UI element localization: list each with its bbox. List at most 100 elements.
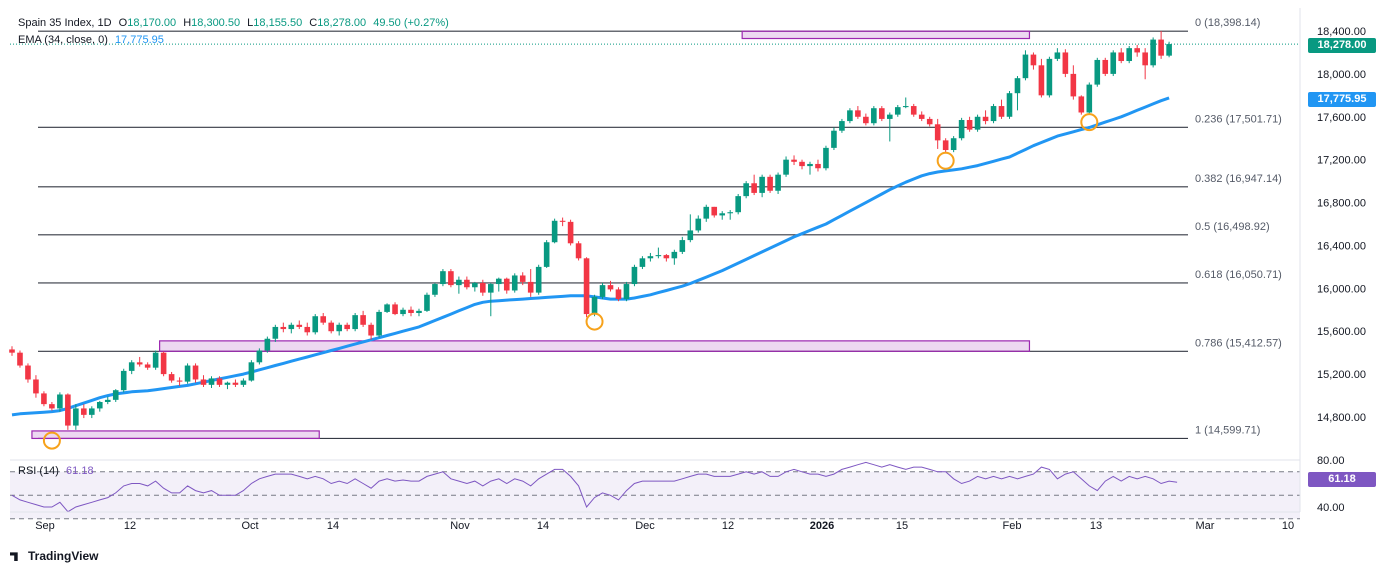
candle-body (344, 324, 350, 330)
time-axis[interactable]: Sep 12 Oct 14 Nov 14 Dec 12 2026 15 Feb 13 Mar 10 (35, 520, 1294, 532)
candle-body (647, 256, 654, 259)
candle-body (503, 278, 510, 291)
candle-body (112, 390, 119, 400)
tradingview-logo[interactable]: TradingView (10, 549, 98, 563)
candle-body (224, 382, 231, 385)
candle-body (775, 174, 781, 191)
candle-body (384, 304, 390, 312)
ema-legend[interactable]: EMA (34, close, 0) 17,775.95 (18, 34, 168, 46)
last-price-badge: 18,278.00 (1308, 38, 1376, 53)
time-tick-label: 13 (1090, 520, 1102, 532)
zone-box (31, 430, 320, 440)
ema-line-layer (10, 43, 1300, 417)
ema-value: 17,775.95 (114, 34, 164, 46)
candle-body (392, 304, 398, 315)
pullback-marker (42, 431, 61, 450)
candle-body (1022, 54, 1029, 79)
time-tick-label: 12 (722, 520, 734, 532)
candle-body (89, 408, 95, 415)
fib-label: 0.5 (16,498.92) (1195, 221, 1270, 233)
candle-body (256, 350, 263, 363)
candle-body (551, 220, 558, 243)
candle-body (1150, 39, 1156, 66)
candle-body (823, 147, 829, 169)
candle-body (615, 289, 622, 300)
candle-body (448, 271, 454, 286)
candle-body (735, 196, 741, 213)
candle-body (184, 365, 191, 382)
candle-body (591, 296, 598, 315)
candle-body (575, 243, 582, 259)
candle-body (703, 206, 710, 219)
candle-body (871, 108, 877, 124)
candle-body (288, 324, 295, 330)
candle-body (950, 138, 957, 151)
time-tick-label: Mar (1196, 520, 1215, 532)
candle-body (982, 116, 989, 122)
time-tick-label: 12 (124, 520, 136, 532)
candle-body (887, 114, 893, 119)
candle-body (910, 106, 917, 115)
ema-label: EMA (34, close, 0) (18, 34, 108, 46)
rsi-tick-label: 40.00 (1317, 502, 1345, 514)
candle-body (535, 266, 542, 293)
price-axis[interactable]: 18,400.00 18,000.00 17,600.00 17,200.00 16,8… (1317, 26, 1366, 424)
close-value: 18,278.00 (317, 17, 367, 29)
symbol-name[interactable]: Spain 35 Index, 1D (18, 17, 112, 29)
candle-body (519, 275, 526, 282)
candle-body (511, 275, 518, 291)
candle-body (424, 294, 430, 311)
candle-body (65, 394, 71, 426)
candle-body (711, 206, 718, 216)
candle-body (543, 242, 550, 267)
candle-body (695, 218, 702, 231)
candle-body (934, 124, 941, 141)
candle-body (96, 401, 103, 409)
candle-body (1070, 73, 1077, 97)
candle-body (272, 326, 279, 339)
candle-body (671, 251, 678, 259)
candle-body (687, 230, 694, 241)
candle-body (847, 110, 853, 122)
candle-body (1062, 52, 1069, 74)
candle-body (599, 285, 606, 297)
price-tick-label: 14,800.00 (1317, 412, 1366, 424)
logo-icon (10, 552, 18, 562)
candle-body (839, 121, 845, 131)
candlestick-series (9, 31, 1172, 430)
candle-body (168, 374, 175, 381)
low-value: 18,155.50 (253, 17, 303, 29)
ohlc-legend: Spain 35 Index, 1D O18,170.00 H18,300.50… (18, 17, 453, 29)
candle-body (1030, 54, 1037, 66)
candle-body (926, 118, 933, 125)
candle-body (743, 183, 749, 197)
candle-body (759, 176, 765, 193)
fib-label: 0.236 (17,501.71) (1195, 113, 1282, 125)
candle-body (1166, 44, 1172, 56)
candle-body (232, 382, 239, 385)
rsi-legend[interactable]: RSI (14) 61.18 (18, 465, 98, 477)
candle-body (408, 309, 414, 313)
pullback-markers (42, 113, 1099, 450)
time-tick-label: 10 (1282, 520, 1294, 532)
candle-body (1086, 84, 1093, 113)
candle-body (1054, 52, 1061, 59)
change-value: 49.50 (+0.27%) (373, 17, 449, 29)
candle-body (304, 326, 311, 333)
time-tick-label: 15 (896, 520, 908, 532)
candle-body (807, 163, 813, 167)
fib-label: 1 (14,599.71) (1195, 424, 1260, 436)
candle-body (631, 266, 638, 285)
candle-body (831, 130, 837, 148)
candle-body (136, 362, 143, 365)
high-value: 18,300.50 (191, 17, 241, 29)
rsi-tick-label: 80.00 (1317, 455, 1345, 467)
candle-body (440, 271, 446, 285)
fibonacci-labels: 0 (18,398.14) 0.236 (17,501.71) 0.382 (16,… (1195, 17, 1282, 436)
candle-body (663, 255, 670, 259)
zone-box (741, 30, 1031, 40)
candle-body (918, 114, 925, 119)
candle-body (416, 310, 422, 313)
candle-body (815, 163, 821, 169)
